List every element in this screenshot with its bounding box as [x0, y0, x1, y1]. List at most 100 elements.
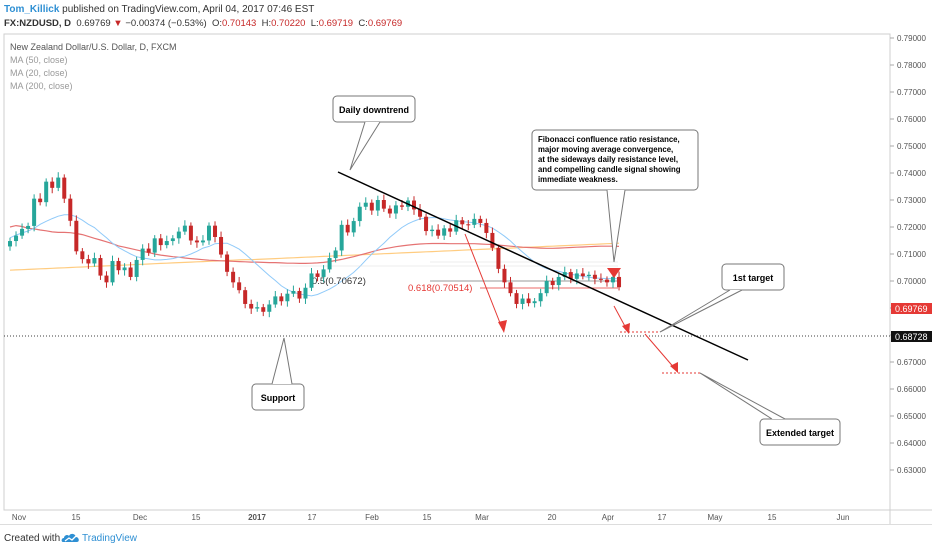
- candle-body[interactable]: [496, 247, 501, 269]
- candle-body[interactable]: [327, 258, 332, 270]
- candle-body[interactable]: [345, 224, 350, 233]
- candle-body[interactable]: [68, 198, 73, 221]
- time-axis[interactable]: Nov 15 Dec 15 2017 17 Feb 15 Mar 20 Apr 17 May 15 Jun: [12, 513, 850, 522]
- tradingview-brand[interactable]: TradingView: [82, 533, 138, 544]
- candle-body[interactable]: [351, 221, 356, 233]
- candle-body[interactable]: [393, 205, 398, 214]
- candle-body[interactable]: [544, 281, 549, 294]
- candle-body[interactable]: [20, 228, 25, 236]
- candle-body[interactable]: [357, 206, 362, 222]
- candle-body[interactable]: [550, 281, 555, 286]
- candle-body[interactable]: [508, 282, 513, 294]
- candle-body[interactable]: [50, 181, 55, 188]
- candle-body[interactable]: [333, 250, 338, 259]
- candle-body[interactable]: [249, 303, 254, 309]
- candle-body[interactable]: [562, 272, 567, 277]
- candle-body[interactable]: [14, 235, 19, 242]
- candle-body[interactable]: [140, 248, 145, 260]
- candle-body[interactable]: [611, 276, 615, 283]
- candle-body[interactable]: [502, 268, 507, 283]
- candle-body[interactable]: [387, 208, 392, 214]
- candle-body[interactable]: [267, 304, 272, 312]
- candle-body[interactable]: [381, 200, 386, 209]
- candle-body[interactable]: [62, 177, 67, 199]
- candle-body[interactable]: [110, 261, 115, 283]
- candle-body[interactable]: [412, 200, 417, 210]
- candle-body[interactable]: [309, 273, 314, 288]
- candle-body[interactable]: [255, 307, 260, 309]
- candle-body[interactable]: [44, 181, 49, 203]
- candle-body[interactable]: [273, 296, 278, 305]
- candle-body[interactable]: [532, 301, 537, 304]
- candle-body[interactable]: [418, 209, 423, 217]
- candle-body[interactable]: [303, 287, 308, 299]
- candle-body[interactable]: [170, 238, 175, 242]
- candle-body[interactable]: [478, 218, 483, 223]
- candle-body[interactable]: [297, 290, 302, 299]
- projection-arrows[interactable]: [464, 233, 700, 374]
- candle-body[interactable]: [86, 259, 91, 264]
- candle-body[interactable]: [158, 238, 163, 246]
- candle-body[interactable]: [134, 259, 139, 277]
- candle-body[interactable]: [568, 272, 573, 279]
- candle-body[interactable]: [122, 267, 127, 271]
- candle-body[interactable]: [8, 241, 12, 247]
- candle-body[interactable]: [213, 225, 218, 237]
- candle-body[interactable]: [574, 273, 579, 279]
- candlestick-series[interactable]: [8, 172, 622, 318]
- candle-body[interactable]: [484, 222, 489, 233]
- candle-body[interactable]: [466, 224, 471, 226]
- price-axis[interactable]: 0.79000 0.78000 0.77000 0.76000 0.75000 0.740…: [890, 34, 926, 475]
- candle-body[interactable]: [164, 241, 169, 246]
- candle-body[interactable]: [586, 274, 591, 277]
- candle-body[interactable]: [98, 258, 103, 276]
- candle-body[interactable]: [243, 290, 248, 304]
- candle-body[interactable]: [442, 228, 447, 236]
- daily-downtrend-line[interactable]: [337, 171, 749, 361]
- candle-body[interactable]: [225, 254, 230, 272]
- candle-body[interactable]: [448, 228, 453, 232]
- candle-body[interactable]: [363, 202, 368, 207]
- candle-body[interactable]: [26, 225, 31, 229]
- candle-body[interactable]: [424, 216, 429, 232]
- candle-body[interactable]: [219, 236, 224, 255]
- candle-body[interactable]: [339, 224, 344, 251]
- candle-body[interactable]: [556, 276, 561, 286]
- candle-body[interactable]: [604, 279, 609, 283]
- price-chart[interactable]: 0.79000 0.78000 0.77000 0.76000 0.75000 0.740…: [0, 0, 932, 524]
- candle-body[interactable]: [369, 202, 374, 211]
- candle-body[interactable]: [436, 229, 441, 236]
- candle-body[interactable]: [617, 276, 622, 288]
- candle-body[interactable]: [520, 298, 525, 304]
- candle-body[interactable]: [231, 271, 236, 283]
- author-link[interactable]: Tom_Killick: [4, 4, 60, 15]
- candle-body[interactable]: [261, 307, 266, 312]
- candle-body[interactable]: [152, 238, 157, 253]
- fibonacci-levels[interactable]: 0.5(0.70672) 0.618(0.70514): [280, 261, 618, 294]
- candle-body[interactable]: [206, 225, 211, 241]
- candle-body[interactable]: [56, 177, 61, 188]
- callout-daily-downtrend[interactable]: Daily downtrend: [332, 95, 416, 171]
- candle-body[interactable]: [430, 229, 435, 232]
- candle-body[interactable]: [514, 293, 519, 304]
- candle-body[interactable]: [315, 273, 320, 277]
- callout-extended-target[interactable]: Extended target: [699, 372, 841, 446]
- candle-body[interactable]: [580, 273, 585, 277]
- candle-body[interactable]: [291, 290, 296, 294]
- candle-body[interactable]: [146, 248, 151, 253]
- candle-body[interactable]: [321, 269, 326, 277]
- candle-body[interactable]: [188, 225, 193, 241]
- candle-body[interactable]: [375, 200, 380, 211]
- candle-body[interactable]: [285, 293, 290, 302]
- tradingview-logo-icon[interactable]: [60, 530, 82, 546]
- candle-body[interactable]: [472, 218, 477, 225]
- candle-body[interactable]: [490, 232, 495, 248]
- candle-body[interactable]: [92, 258, 97, 264]
- candle-body[interactable]: [598, 278, 603, 280]
- candle-body[interactable]: [200, 240, 205, 243]
- candle-body[interactable]: [194, 240, 199, 243]
- candle-body[interactable]: [182, 225, 187, 232]
- callout-support[interactable]: Support: [251, 337, 305, 411]
- candle-body[interactable]: [592, 274, 597, 279]
- arrow-down-1[interactable]: [464, 233, 503, 329]
